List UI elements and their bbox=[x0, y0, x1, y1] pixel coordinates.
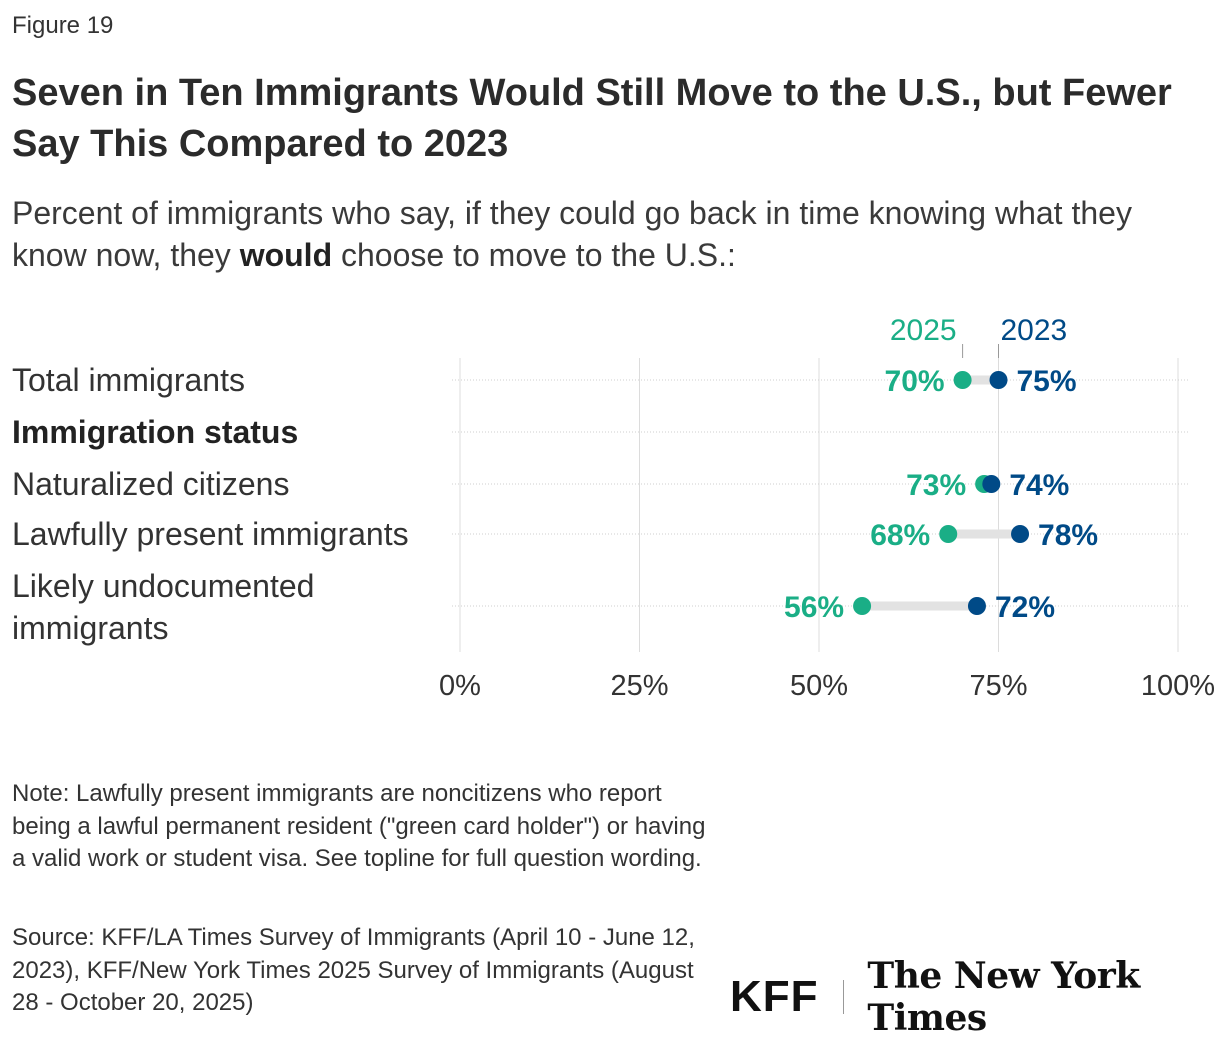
dot-2025 bbox=[939, 525, 958, 543]
data-label-2025: 68% bbox=[870, 519, 930, 552]
x-tick-label: 25% bbox=[610, 670, 668, 700]
dot-2023 bbox=[1011, 525, 1030, 543]
data-label-2023: 74% bbox=[1009, 469, 1069, 502]
logo-divider bbox=[842, 980, 844, 1014]
dot-plot-chart: 0% 25% 50% 75% 100% 2025 2023 Total immigrants 7… bbox=[12, 314, 1215, 700]
data-label-2023: 78% bbox=[1038, 519, 1098, 552]
subtitle-text-end: choose to move to the U.S.: bbox=[332, 237, 736, 273]
dot-2023 bbox=[967, 597, 986, 615]
x-tick-label: 75% bbox=[969, 670, 1027, 700]
data-label-2023: 72% bbox=[995, 591, 1055, 624]
legend-2023: 2023 bbox=[1001, 314, 1068, 347]
nyt-logo: The New York Times bbox=[867, 955, 1140, 1039]
row-header-label: Immigration status bbox=[12, 414, 298, 450]
subtitle-text-start: Percent of immigrants who say, if they c… bbox=[12, 195, 1132, 273]
kff-logo: KFF bbox=[730, 972, 819, 1021]
dot-2025 bbox=[953, 371, 972, 389]
row-label: Likely undocumented bbox=[12, 568, 314, 604]
row-label: Total immigrants bbox=[12, 362, 245, 398]
logo-bar: KFF The New York Times bbox=[730, 955, 1220, 1039]
data-label-2025: 70% bbox=[885, 365, 945, 398]
subtitle-emphasis: would bbox=[239, 237, 333, 273]
row-label: Naturalized citizens bbox=[12, 466, 289, 502]
data-label-2023: 75% bbox=[1017, 365, 1077, 398]
x-tick-label: 100% bbox=[1141, 670, 1215, 700]
chart-source: Source: KFF/LA Times Survey of Immigrant… bbox=[12, 924, 695, 1016]
dot-2023 bbox=[982, 475, 1001, 493]
dot-2025 bbox=[853, 597, 872, 615]
chart-title: Seven in Ten Immigrants Would Still Move… bbox=[12, 72, 1172, 165]
chart-note: Note: Lawfully present immigrants are no… bbox=[12, 780, 706, 872]
x-tick-label: 50% bbox=[790, 670, 848, 700]
chart-subtitle: Percent of immigrants who say, if they c… bbox=[12, 192, 1212, 276]
row-label: Lawfully present immigrants bbox=[12, 516, 409, 552]
legend-2025: 2025 bbox=[890, 314, 957, 347]
x-tick-label: 0% bbox=[439, 670, 481, 700]
data-label-2025: 73% bbox=[906, 469, 966, 502]
figure-label: Figure 19 bbox=[12, 12, 114, 39]
data-label-2025: 56% bbox=[784, 591, 844, 624]
dot-2023 bbox=[989, 371, 1008, 389]
row-label: immigrants bbox=[12, 610, 168, 646]
